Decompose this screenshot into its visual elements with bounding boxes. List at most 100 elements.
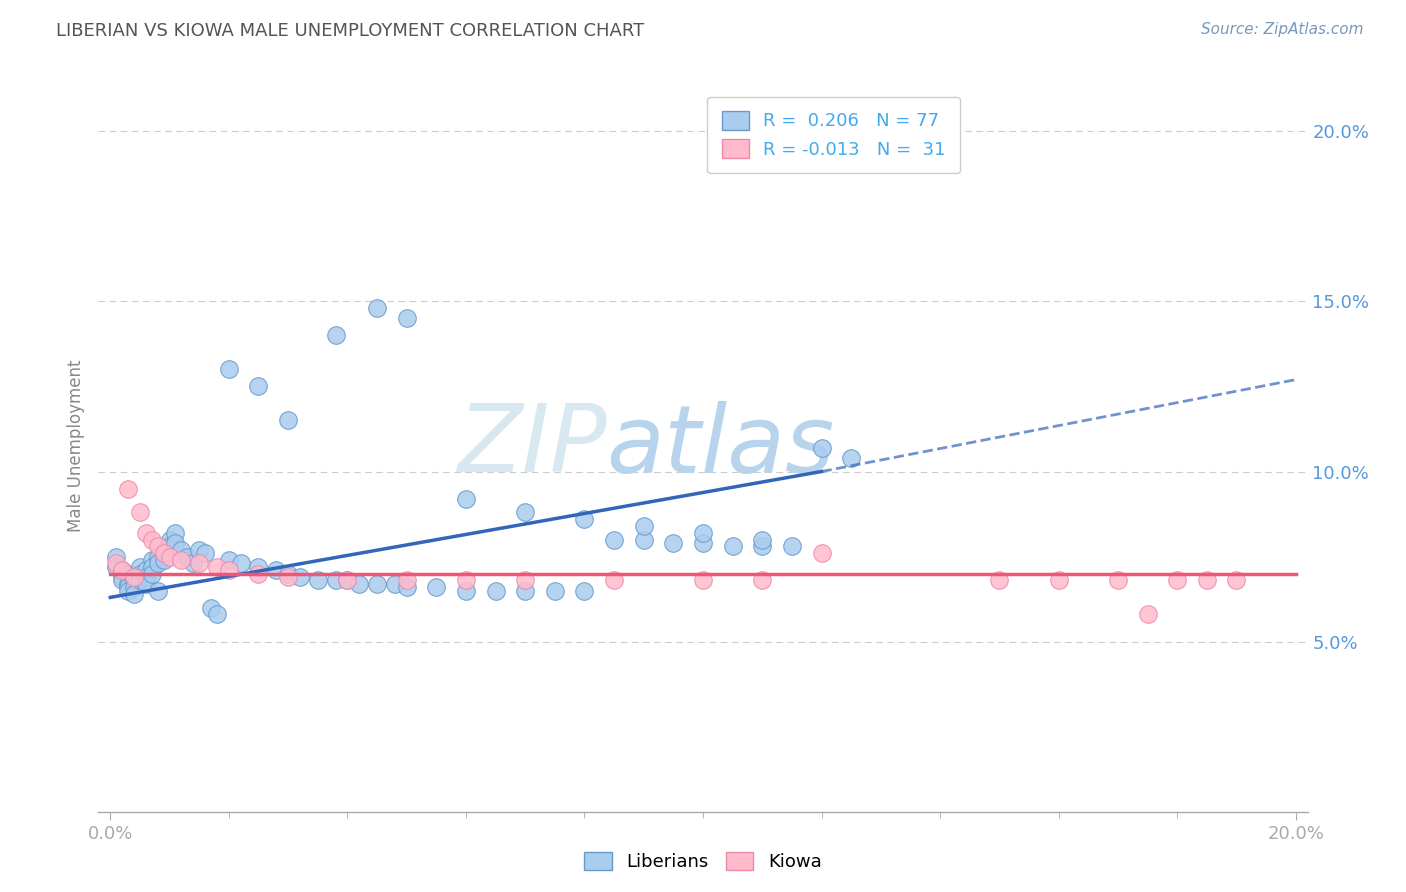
Point: [170, 542, 193, 557]
Legend: R =  0.206   N = 77, R = -0.013   N =  31: R = 0.206 N = 77, R = -0.013 N = 31: [707, 96, 960, 173]
Point: [129, 566, 152, 581]
Point: [194, 546, 217, 560]
Point: [170, 553, 193, 567]
Point: [135, 576, 157, 591]
Point: [780, 540, 803, 554]
Point: [105, 559, 128, 574]
Point: [515, 505, 537, 519]
Point: [111, 563, 134, 577]
Point: [205, 607, 228, 622]
Point: [111, 574, 134, 588]
Point: [395, 580, 418, 594]
Text: ZIP: ZIP: [457, 401, 606, 491]
Point: [425, 580, 447, 594]
Point: [454, 583, 477, 598]
Point: [218, 362, 240, 376]
Point: [325, 574, 347, 588]
Point: [141, 553, 163, 567]
Point: [152, 546, 174, 560]
Point: [1107, 574, 1129, 588]
Point: [633, 519, 655, 533]
Point: [129, 574, 152, 588]
Point: [165, 525, 187, 540]
Point: [1225, 574, 1247, 588]
Point: [633, 533, 655, 547]
Point: [288, 570, 311, 584]
Point: [336, 574, 359, 588]
Point: [692, 525, 714, 540]
Point: [384, 576, 406, 591]
Point: [544, 583, 567, 598]
Point: [141, 566, 163, 581]
Point: [574, 583, 596, 598]
Point: [325, 328, 347, 343]
Text: LIBERIAN VS KIOWA MALE UNEMPLOYMENT CORRELATION CHART: LIBERIAN VS KIOWA MALE UNEMPLOYMENT CORR…: [56, 22, 644, 40]
Point: [277, 566, 299, 581]
Point: [159, 549, 181, 564]
Point: [146, 557, 169, 571]
Point: [117, 576, 139, 591]
Point: [454, 574, 477, 588]
Point: [810, 546, 832, 560]
Point: [515, 583, 537, 598]
Point: [1136, 607, 1159, 622]
Point: [141, 533, 163, 547]
Point: [135, 563, 157, 577]
Point: [574, 512, 596, 526]
Point: [721, 540, 744, 554]
Point: [1195, 574, 1218, 588]
Point: [188, 557, 211, 571]
Point: [111, 570, 134, 584]
Point: [146, 540, 169, 554]
Point: [1047, 574, 1070, 588]
Point: [247, 559, 270, 574]
Point: [395, 574, 418, 588]
Point: [692, 574, 714, 588]
Point: [366, 301, 388, 316]
Point: [122, 570, 145, 584]
Point: [122, 580, 145, 594]
Point: [484, 583, 506, 598]
Point: [105, 557, 128, 571]
Point: [129, 505, 152, 519]
Point: [603, 533, 626, 547]
Point: [218, 563, 240, 577]
Point: [188, 542, 211, 557]
Point: [347, 576, 370, 591]
Point: [146, 583, 169, 598]
Point: [117, 482, 139, 496]
Point: [135, 525, 157, 540]
Point: [988, 574, 1011, 588]
Legend: Liberians, Kiowa: Liberians, Kiowa: [578, 845, 828, 879]
Point: [395, 311, 418, 326]
Point: [307, 574, 329, 588]
Point: [229, 557, 252, 571]
Point: [146, 549, 169, 564]
Text: atlas: atlas: [606, 401, 835, 491]
Point: [181, 557, 204, 571]
Point: [117, 566, 139, 581]
Point: [152, 553, 174, 567]
Point: [247, 379, 270, 393]
Point: [336, 574, 359, 588]
Point: [117, 583, 139, 598]
Point: [141, 559, 163, 574]
Point: [454, 491, 477, 506]
Point: [122, 587, 145, 601]
Point: [117, 580, 139, 594]
Y-axis label: Male Unemployment: Male Unemployment: [66, 359, 84, 533]
Point: [200, 600, 222, 615]
Point: [247, 566, 270, 581]
Point: [111, 563, 134, 577]
Point: [135, 570, 157, 584]
Point: [205, 559, 228, 574]
Point: [165, 536, 187, 550]
Point: [603, 574, 626, 588]
Point: [692, 536, 714, 550]
Point: [129, 559, 152, 574]
Point: [159, 533, 181, 547]
Point: [810, 441, 832, 455]
Point: [152, 546, 174, 560]
Point: [751, 574, 773, 588]
Point: [839, 450, 862, 465]
